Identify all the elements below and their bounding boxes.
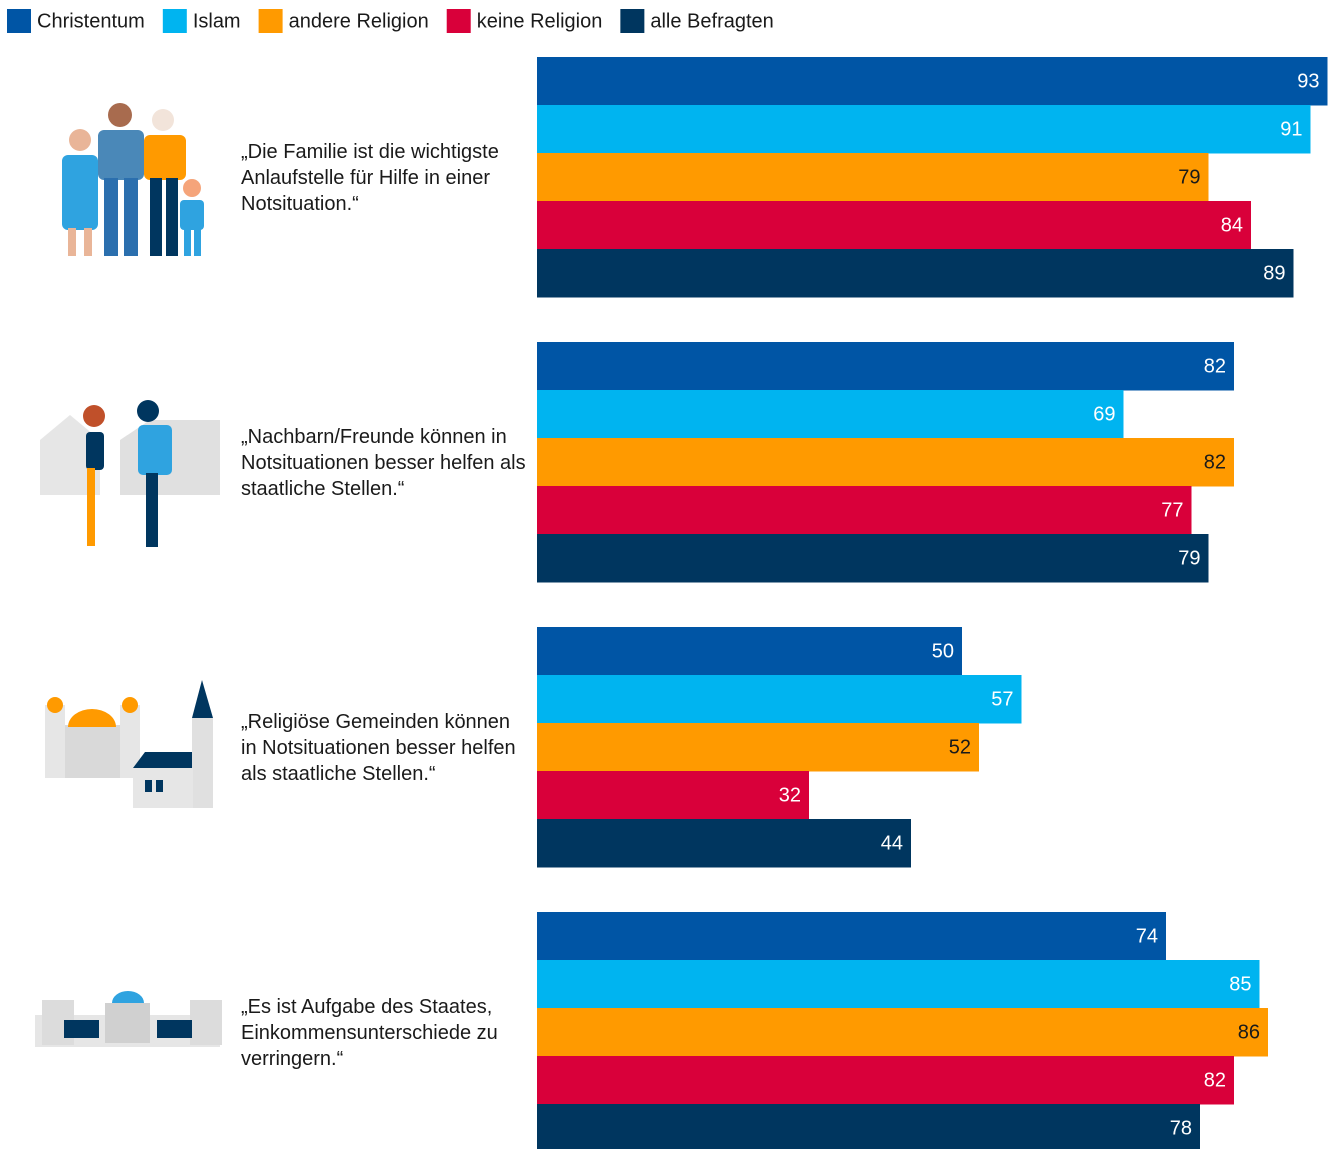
value-label: 69	[1093, 403, 1115, 425]
value-label: 82	[1204, 451, 1226, 473]
state-illustration	[35, 991, 222, 1047]
bar	[537, 675, 1022, 724]
value-label: 50	[932, 640, 954, 662]
bar	[537, 819, 911, 868]
legend-swatch	[258, 9, 283, 33]
bar	[537, 201, 1251, 250]
bar	[537, 1008, 1268, 1057]
value-label: 82	[1204, 355, 1226, 377]
legend-label: Islam	[193, 10, 241, 32]
value-label: 77	[1161, 499, 1183, 521]
category-label: „Die Familie ist die wichtigste Anlaufst…	[241, 141, 499, 215]
value-label: 91	[1280, 118, 1302, 140]
value-label: 57	[991, 688, 1013, 710]
bar	[537, 723, 979, 772]
legend-label: keine Religion	[477, 10, 603, 32]
bar	[537, 105, 1311, 154]
bar	[537, 438, 1234, 487]
legend-label: Christentum	[37, 10, 145, 32]
neighbors-illustration	[40, 400, 220, 547]
bar	[537, 534, 1209, 583]
value-label: 86	[1238, 1021, 1260, 1043]
value-label: 79	[1178, 547, 1200, 569]
legend-swatch	[7, 9, 31, 33]
value-label: 78	[1170, 1117, 1192, 1139]
legend-swatch	[162, 9, 187, 33]
bar	[537, 342, 1234, 391]
category-label-box: „Es ist Aufgabe des Staates, Einkommensu…	[241, 996, 498, 1070]
bar	[537, 1056, 1234, 1105]
category-label: „Religiöse Gemeinden können in Notsituat…	[241, 711, 516, 785]
legend-swatch	[446, 9, 471, 33]
bar	[537, 57, 1328, 106]
bar	[537, 390, 1124, 439]
legend-label: andere Religion	[289, 10, 429, 32]
religion-illustration	[45, 680, 213, 808]
value-label: 82	[1204, 1069, 1226, 1091]
bar	[537, 627, 962, 676]
bar	[537, 249, 1294, 298]
category-label: „Es ist Aufgabe des Staates, Einkommensu…	[241, 996, 498, 1070]
value-label: 32	[779, 784, 801, 806]
legend-label: alle Befragten	[650, 10, 773, 32]
value-label: 44	[881, 832, 903, 854]
value-label: 79	[1178, 166, 1200, 188]
value-label: 93	[1297, 70, 1319, 92]
value-label: 52	[949, 736, 971, 758]
family-illustration	[62, 103, 204, 256]
bar	[537, 912, 1166, 961]
value-label: 89	[1263, 262, 1285, 284]
category-label-box: „Nachbarn/Freunde können in Notsituation…	[241, 426, 526, 500]
category-label-box: „Religiöse Gemeinden können in Notsituat…	[241, 711, 516, 785]
value-label: 74	[1136, 925, 1158, 947]
legend-swatch	[620, 9, 645, 33]
bar	[537, 153, 1209, 202]
value-label: 84	[1221, 214, 1243, 236]
category-label-box: „Die Familie ist die wichtigste Anlaufst…	[241, 141, 499, 215]
bar	[537, 960, 1260, 1009]
value-label: 85	[1229, 973, 1251, 995]
bar	[537, 486, 1192, 535]
bar	[537, 1104, 1200, 1153]
category-label: „Nachbarn/Freunde können in Notsituation…	[241, 426, 526, 500]
bar	[537, 771, 809, 820]
